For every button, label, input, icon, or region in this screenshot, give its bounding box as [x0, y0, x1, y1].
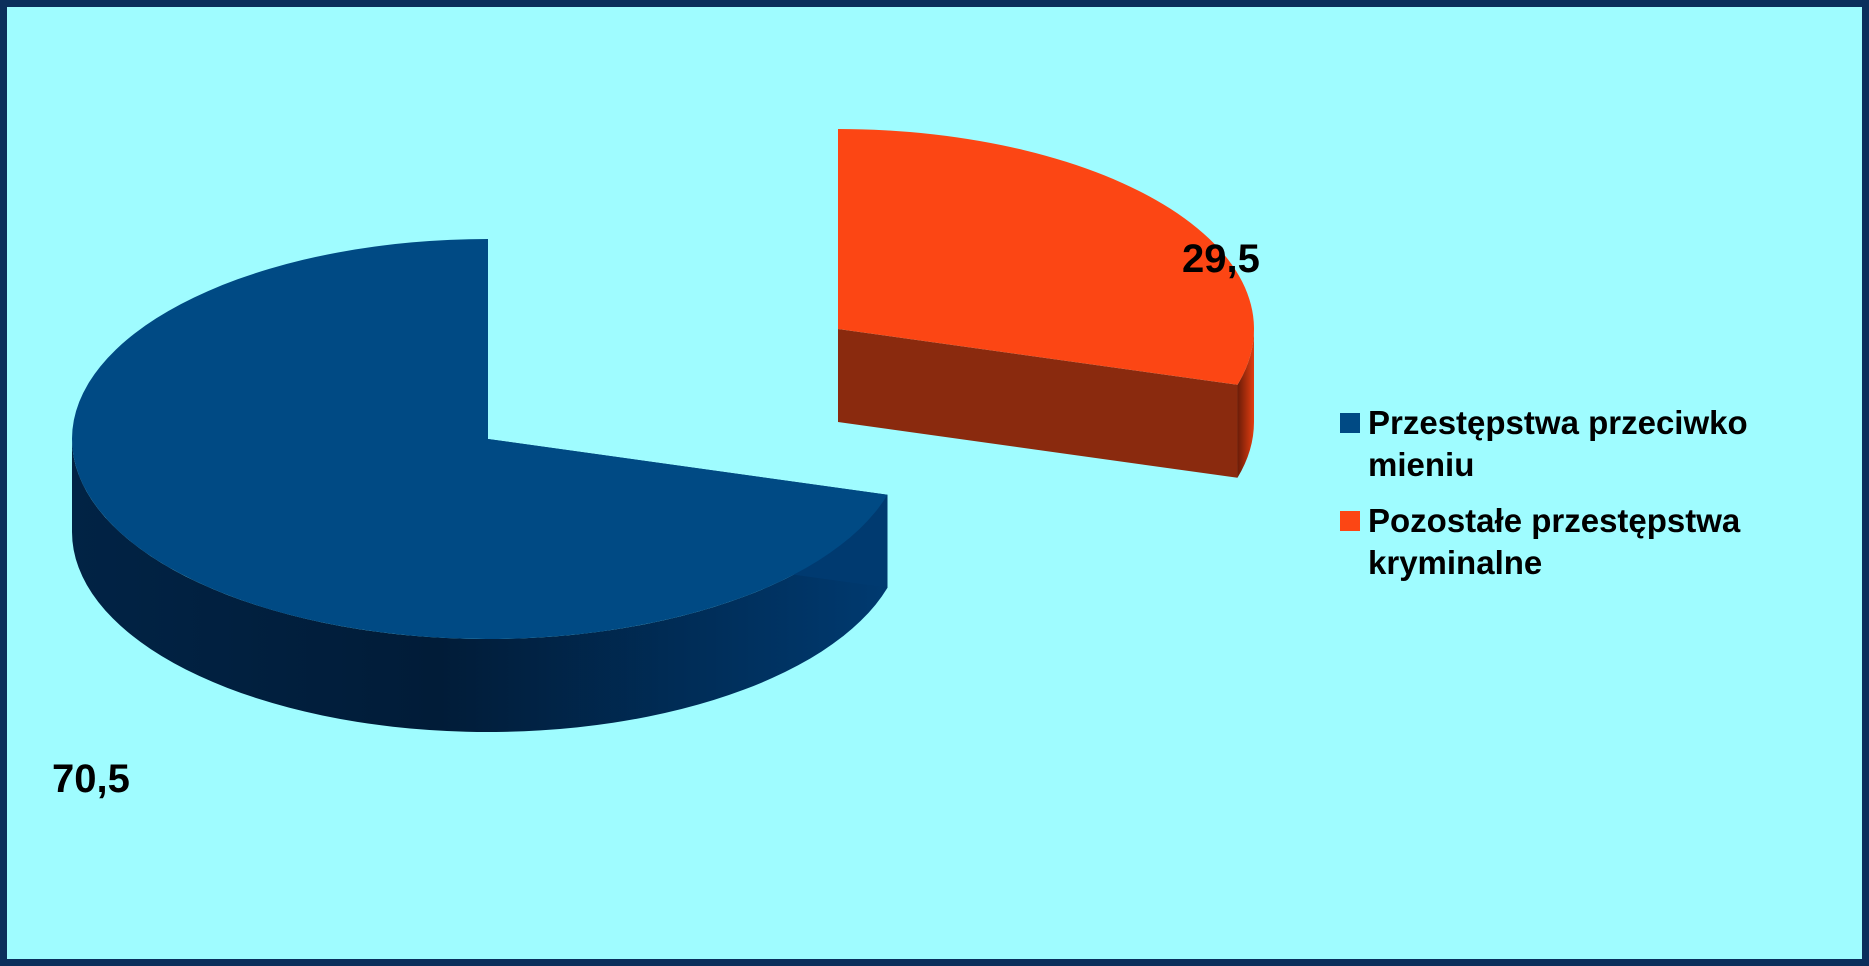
pie-chart: 70,5 29,5 — [52, 129, 1260, 801]
chart-area: 70,5 29,5 Przestępstwa przeciwko mieniu P… — [7, 7, 1862, 959]
value-label-pozostale: 29,5 — [1182, 237, 1260, 281]
legend-swatch-pozostale — [1340, 511, 1360, 531]
legend-label-pozostale: Pozostałe przestępstwa kryminalne — [1368, 502, 1741, 581]
legend-swatch-mienie — [1340, 413, 1360, 433]
slice-pozostale-top — [838, 129, 1254, 385]
legend-item-mienie: Przestępstwa przeciwko mieniu — [1340, 402, 1860, 486]
slice-mienie-top — [72, 239, 888, 639]
slice-pozostale-wall-2 — [838, 329, 1238, 478]
legend: Przestępstwa przeciwko mieniu Pozostałe … — [1340, 402, 1860, 598]
legend-label-mienie: Przestępstwa przeciwko mieniu — [1368, 404, 1748, 483]
slice-pozostale — [838, 129, 1254, 478]
slice-mienie-side — [72, 439, 888, 732]
value-label-mienie: 70,5 — [52, 757, 130, 801]
legend-item-pozostale: Pozostałe przestępstwa kryminalne — [1340, 500, 1860, 584]
slice-pozostale-side — [1237, 329, 1254, 478]
slice-mienie — [72, 239, 888, 732]
